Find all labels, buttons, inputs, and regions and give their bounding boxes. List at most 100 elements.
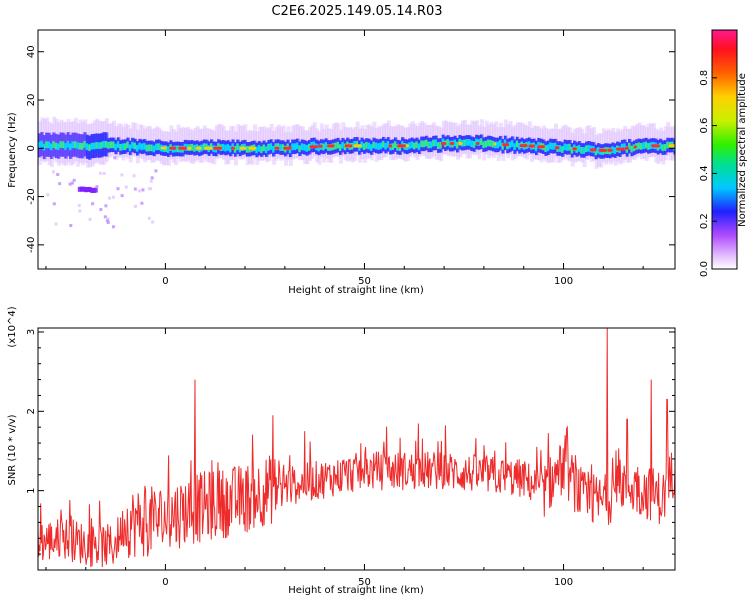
spectrogram-speck: [106, 217, 110, 221]
snr-x-axis-label: Height of straight line (km): [288, 585, 424, 596]
snr-background: [38, 328, 675, 570]
spectrogram-core: [226, 144, 231, 151]
spectrogram-core: [257, 144, 262, 152]
spectrogram-core: [386, 140, 391, 148]
spectrogram-core: [276, 143, 281, 150]
spectrogram-core: [300, 143, 305, 151]
spectrogram-core: [64, 143, 68, 150]
spectrogram-core: [209, 143, 214, 150]
spectrogram-core: [568, 143, 572, 151]
spectrogram-core: [429, 141, 434, 149]
spectrogram-core: [133, 142, 138, 150]
spectrogram-peak: [440, 142, 447, 146]
spectrogram-speck: [77, 203, 81, 207]
spectrogram-core: [109, 141, 114, 149]
spectrogram-panel: 0 50 100 40 20 0 -20 -40 Height of straight lin…: [7, 29, 676, 296]
spectrogram-core: [245, 145, 250, 153]
spectrogram-core: [116, 141, 121, 148]
spectrogram-core: [327, 144, 331, 151]
spectrogram-core: [92, 142, 97, 150]
y-tick-label: 1: [26, 487, 37, 493]
spectrogram-core: [231, 143, 235, 151]
spectrogram-core: [128, 144, 133, 152]
spectrogram-core: [503, 139, 508, 147]
spectrogram-core: [157, 143, 161, 151]
spectrogram-core: [126, 141, 130, 149]
spectrogram-peak: [248, 146, 257, 150]
spectrogram-core: [200, 144, 204, 152]
spectrogram-core: [69, 143, 73, 151]
spectrogram-core: [642, 142, 646, 150]
spectrogram-core: [88, 144, 92, 152]
spectrogram-core: [54, 142, 59, 150]
spectrogram-core: [575, 146, 579, 153]
spectrogram-core: [594, 148, 599, 156]
spectrogram-speck: [133, 204, 137, 208]
spectrogram-x-axis-label: Height of straight line (km): [288, 285, 424, 296]
spectrogram-peak: [493, 142, 497, 146]
spectrogram-peak: [651, 144, 660, 148]
spectrogram-core: [549, 142, 553, 150]
spectrogram-speck: [132, 174, 136, 178]
spectrogram-core: [42, 143, 47, 151]
spectrogram-core: [460, 139, 465, 147]
y-tick-label: 3: [26, 329, 37, 335]
spectrogram-speck: [68, 182, 72, 186]
spectrogram-speck: [111, 195, 115, 199]
spectrogram-core: [317, 144, 321, 152]
spectrogram-core: [147, 144, 152, 152]
spectrogram-core: [112, 141, 116, 149]
spectrogram-core: [484, 140, 489, 148]
spectrogram-core: [391, 143, 396, 151]
spectrogram-core: [561, 146, 565, 153]
spectrogram-core: [422, 140, 427, 148]
spectrogram-speck: [70, 181, 74, 185]
spectrogram-core: [367, 142, 372, 150]
spectrogram-core: [224, 144, 228, 152]
spectrogram-core: [38, 141, 42, 149]
spectrogram-core: [467, 139, 472, 146]
y-tick-label: 20: [26, 94, 37, 107]
spectrogram-core: [40, 140, 44, 148]
spectrogram-core: [446, 139, 450, 146]
y-tick-label: 0: [26, 145, 37, 151]
spectrogram-core: [580, 146, 584, 154]
spectrogram-speck: [99, 207, 103, 211]
spectrogram-core: [350, 142, 355, 150]
spectrogram-peak: [388, 144, 393, 148]
spectrogram-core: [272, 145, 276, 153]
spectrogram-peak: [449, 141, 455, 145]
spectrogram-core: [288, 146, 293, 154]
spectrogram-core: [427, 141, 431, 149]
spectrogram-core: [393, 141, 398, 149]
spectrogram-speck: [107, 196, 111, 200]
spectrogram-core: [107, 141, 111, 149]
spectrogram-core: [274, 143, 278, 151]
snr-frame: [37, 327, 676, 571]
y-tick-label: 2: [26, 408, 37, 414]
spectrogram-core: [534, 144, 539, 152]
spectrogram-speck: [116, 187, 120, 191]
spectrogram-core: [76, 142, 80, 149]
spectrogram-core: [441, 138, 446, 146]
spectrogram-core: [324, 142, 329, 149]
spectrogram-core: [647, 143, 651, 150]
spectrogram-peak: [668, 144, 675, 148]
spectrogram-core: [417, 143, 422, 151]
spectrogram-core: [155, 143, 159, 151]
spectrogram-core: [639, 143, 644, 150]
spectrogram-core: [424, 139, 429, 147]
spectrogram-speck: [154, 169, 158, 173]
spectrogram-axes: 0 50 100 40 20 0 -20 -40: [26, 30, 675, 287]
spectrogram-speck: [54, 222, 58, 226]
spectrogram-core: [577, 144, 582, 152]
spectrogram-core: [45, 141, 49, 149]
colorbar-tick-label: 0.4: [699, 165, 710, 181]
x-tick-label: 100: [554, 276, 573, 287]
spectrogram-peak: [589, 148, 597, 152]
spectrogram-core: [47, 141, 52, 149]
spectrogram-core: [66, 140, 71, 148]
spectrogram-core: [135, 144, 140, 152]
x-tick-label: 0: [162, 276, 168, 287]
spectrogram-core: [553, 142, 558, 150]
